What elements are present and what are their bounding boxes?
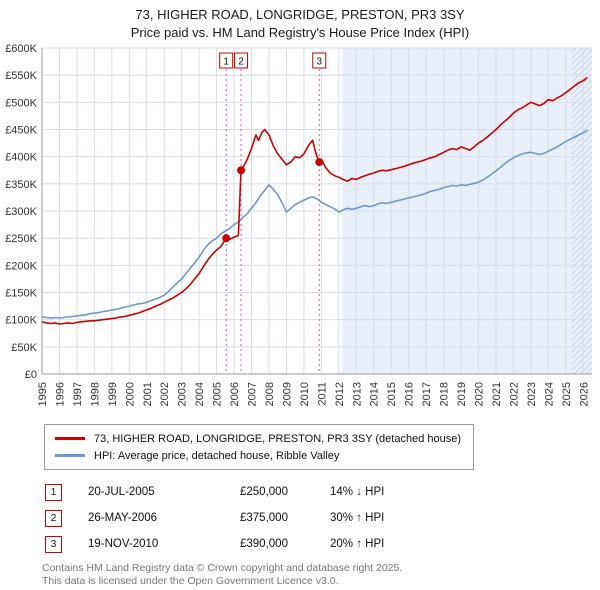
svg-text:2003: 2003 [177,382,189,406]
svg-text:2000: 2000 [124,382,136,406]
svg-text:2026: 2026 [578,382,590,406]
svg-text:£150K: £150K [5,288,37,300]
chart-header: 73, HIGHER ROAD, LONGRIDGE, PRESTON, PR3… [0,0,600,42]
svg-text:2010: 2010 [299,382,311,406]
svg-text:£300K: £300K [5,206,37,218]
svg-text:£550K: £550K [5,70,37,82]
sale-hpi-delta: 30% ↑ HPI [330,512,385,524]
svg-text:2011: 2011 [316,382,328,406]
svg-text:2014: 2014 [369,382,381,406]
table-row: 2 26-MAY-2006 £375,000 30% ↑ HPI [0,505,600,531]
svg-text:2020: 2020 [474,382,486,406]
footer: Contains HM Land Registry data © Crown c… [0,562,600,588]
svg-text:2016: 2016 [404,382,416,406]
svg-text:2004: 2004 [194,382,206,406]
svg-text:2019: 2019 [456,382,468,406]
svg-text:2007: 2007 [247,382,259,406]
legend-wrap: 73, HIGHER ROAD, LONGRIDGE, PRESTON, PR3… [0,422,600,470]
legend-item-property: 73, HIGHER ROAD, LONGRIDGE, PRESTON, PR3… [55,430,461,447]
svg-text:2008: 2008 [264,382,276,406]
legend-label-hpi: HPI: Average price, detached house, Ribb… [94,449,340,462]
svg-text:£50K: £50K [11,342,37,354]
svg-text:£0: £0 [25,369,37,381]
svg-text:1996: 1996 [54,382,66,406]
svg-text:2025: 2025 [561,382,573,406]
svg-text:2024: 2024 [543,382,555,406]
svg-text:2023: 2023 [526,382,538,406]
sale-date: 19-NOV-2010 [88,538,159,550]
svg-text:2018: 2018 [439,382,451,406]
svg-text:1995: 1995 [37,382,49,406]
chart-legend: 73, HIGHER ROAD, LONGRIDGE, PRESTON, PR3… [44,424,475,470]
svg-text:1999: 1999 [107,382,119,406]
property-line-swatch [55,437,85,440]
sale-price: £390,000 [240,538,288,550]
svg-text:3: 3 [316,57,322,68]
hpi-line-swatch [55,454,85,457]
price-chart: 1 2 3 £600K £550K £500K £450K £400K £350K £300K £2… [5,43,592,406]
sale-price: £375,000 [240,512,288,524]
svg-text:2013: 2013 [351,382,363,406]
svg-text:1997: 1997 [72,382,84,406]
svg-text:£250K: £250K [5,233,37,245]
svg-text:2015: 2015 [386,382,398,406]
legend-item-hpi: HPI: Average price, detached house, Ribb… [55,447,461,464]
svg-text:£100K: £100K [5,315,37,327]
page-subtitle: Price paid vs. HM Land Registry's House … [130,25,470,40]
svg-text:£450K: £450K [5,125,37,137]
svg-text:1998: 1998 [89,382,101,406]
table-row: 3 19-NOV-2010 £390,000 20% ↑ HPI [0,531,600,557]
svg-text:1: 1 [223,57,229,68]
table-row: 1 20-JUL-2005 £250,000 14% ↓ HPI [0,479,600,505]
svg-text:2002: 2002 [159,382,171,406]
sale-number-badge: 1 [45,483,62,501]
svg-text:£500K: £500K [5,97,37,109]
sales-table: 1 20-JUL-2005 £250,000 14% ↓ HPI 2 26-MA… [0,479,600,557]
svg-text:£400K: £400K [5,152,37,164]
svg-text:2012: 2012 [334,382,346,406]
sale-price: £250,000 [240,486,288,498]
svg-text:£200K: £200K [5,260,37,272]
svg-text:2001: 2001 [142,382,154,406]
svg-text:2022: 2022 [508,382,520,406]
legend-label-property: 73, HIGHER ROAD, LONGRIDGE, PRESTON, PR3… [94,432,462,445]
footer-line2: This data is licensed under the Open Gov… [42,575,339,587]
svg-text:2: 2 [238,57,244,68]
sale-hpi-delta: 20% ↑ HPI [330,538,385,550]
svg-text:2021: 2021 [491,382,503,406]
sale-date: 26-MAY-2006 [88,512,158,524]
sale-hpi-delta: 14% ↓ HPI [330,486,385,498]
sale-date: 20-JUL-2005 [88,486,155,498]
svg-text:£600K: £600K [5,43,37,55]
sale-number-badge: 3 [45,535,62,553]
page-title: 73, HIGHER ROAD, LONGRIDGE, PRESTON, PR3… [135,7,465,22]
svg-text:2009: 2009 [281,382,293,406]
svg-text:2006: 2006 [229,382,241,406]
svg-text:2005: 2005 [212,382,224,406]
svg-text:2017: 2017 [421,382,433,406]
footer-line1: Contains HM Land Registry data © Crown c… [42,562,403,574]
sale-number-badge: 2 [45,509,62,527]
svg-text:£350K: £350K [5,179,37,191]
